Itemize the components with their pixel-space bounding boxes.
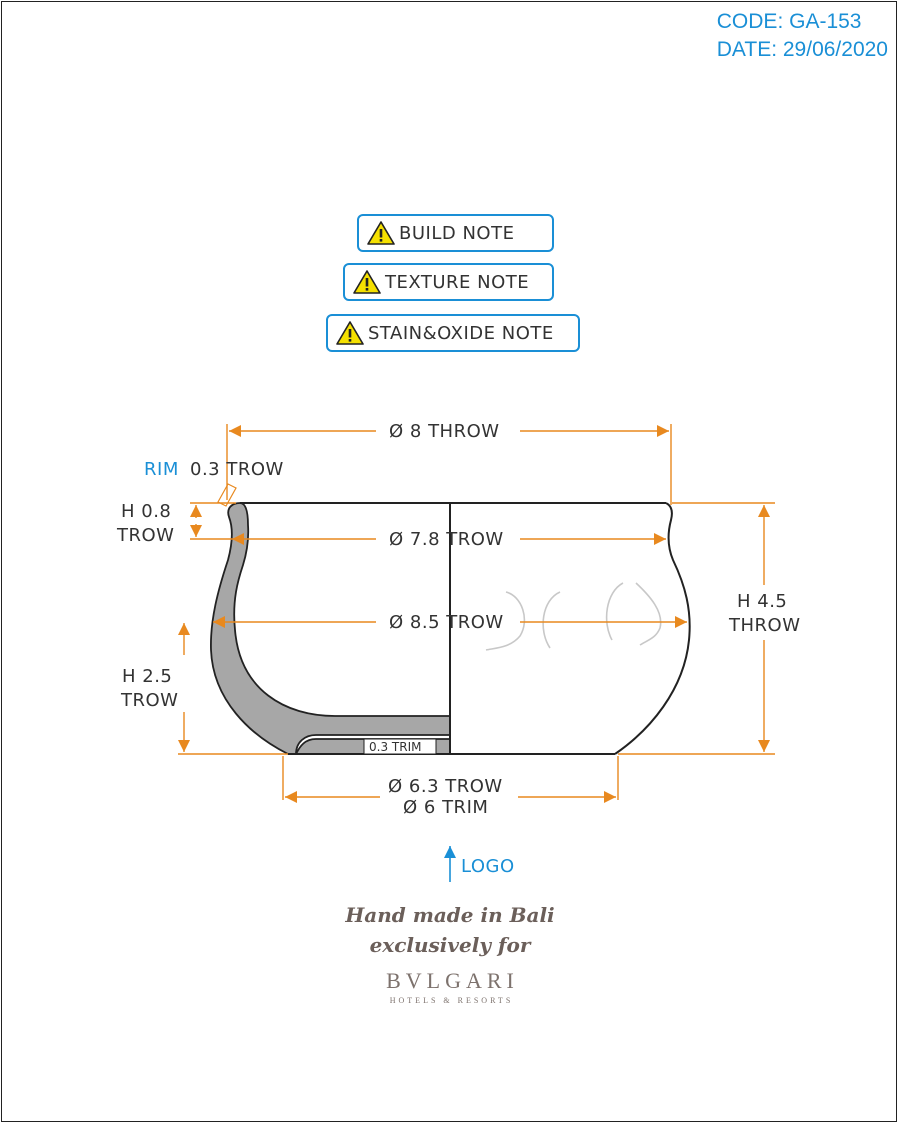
body-diameter-label: Ø 8.5 TROW (389, 612, 504, 633)
build-note-label: BUILD NOTE (399, 222, 515, 244)
h08-unit-label: TROW (116, 525, 174, 546)
top-diameter-label: Ø 8 THROW (389, 421, 500, 442)
warning-icon (367, 221, 395, 245)
texture-note-label: TEXTURE NOTE (385, 271, 530, 293)
stain-oxide-note-button[interactable]: STAIN&OXIDE NOTE (326, 314, 580, 352)
brand-handmade-line: Hand made in Bali (345, 903, 555, 927)
h08-label: H 0.8 (121, 501, 171, 522)
mouth-diameter-label: Ø 7.8 TROW (389, 529, 504, 550)
stain-oxide-note-label: STAIN&OXIDE NOTE (368, 322, 554, 344)
base-trim-box (363, 738, 437, 755)
logo-position-label: LOGO (461, 856, 515, 877)
brand-name: BVLGARI (386, 968, 519, 993)
drawing-meta: CODE: GA-153 DATE: 29/06/2020 (717, 8, 888, 64)
rim-label: RIM (144, 459, 179, 480)
drawing-date: DATE: 29/06/2020 (716, 38, 888, 61)
h45-unit-label: THROW (728, 615, 801, 636)
h25-unit-label: TROW (120, 690, 178, 711)
rim-thickness-label: 0.3 TROW (190, 459, 284, 480)
brand-subtitle: HOTELS & RESORTS (389, 996, 514, 1005)
foot-trim-diameter-label: Ø 6 TRIM (403, 797, 488, 818)
pot-right-profile (614, 502, 691, 755)
h45-label: H 4.5 (737, 591, 787, 612)
rim-indicator (217, 483, 237, 507)
texture-sketch (485, 582, 662, 651)
foot-throw-diameter-label: Ø 6.3 TROW (388, 776, 503, 797)
h25-label: H 2.5 (122, 666, 172, 687)
warning-icon (336, 321, 364, 345)
build-note-button[interactable]: BUILD NOTE (357, 214, 554, 252)
warning-icon (353, 270, 381, 294)
base-trim-label: 0.3 TRIM (369, 740, 421, 754)
brand-stamp: Hand made in Bali exclusively for BVLGAR… (0, 900, 900, 1005)
texture-note-button[interactable]: TEXTURE NOTE (343, 263, 554, 301)
brand-exclusive-line: exclusively for (369, 933, 531, 957)
drawing-code: CODE: GA-153 (716, 10, 862, 33)
